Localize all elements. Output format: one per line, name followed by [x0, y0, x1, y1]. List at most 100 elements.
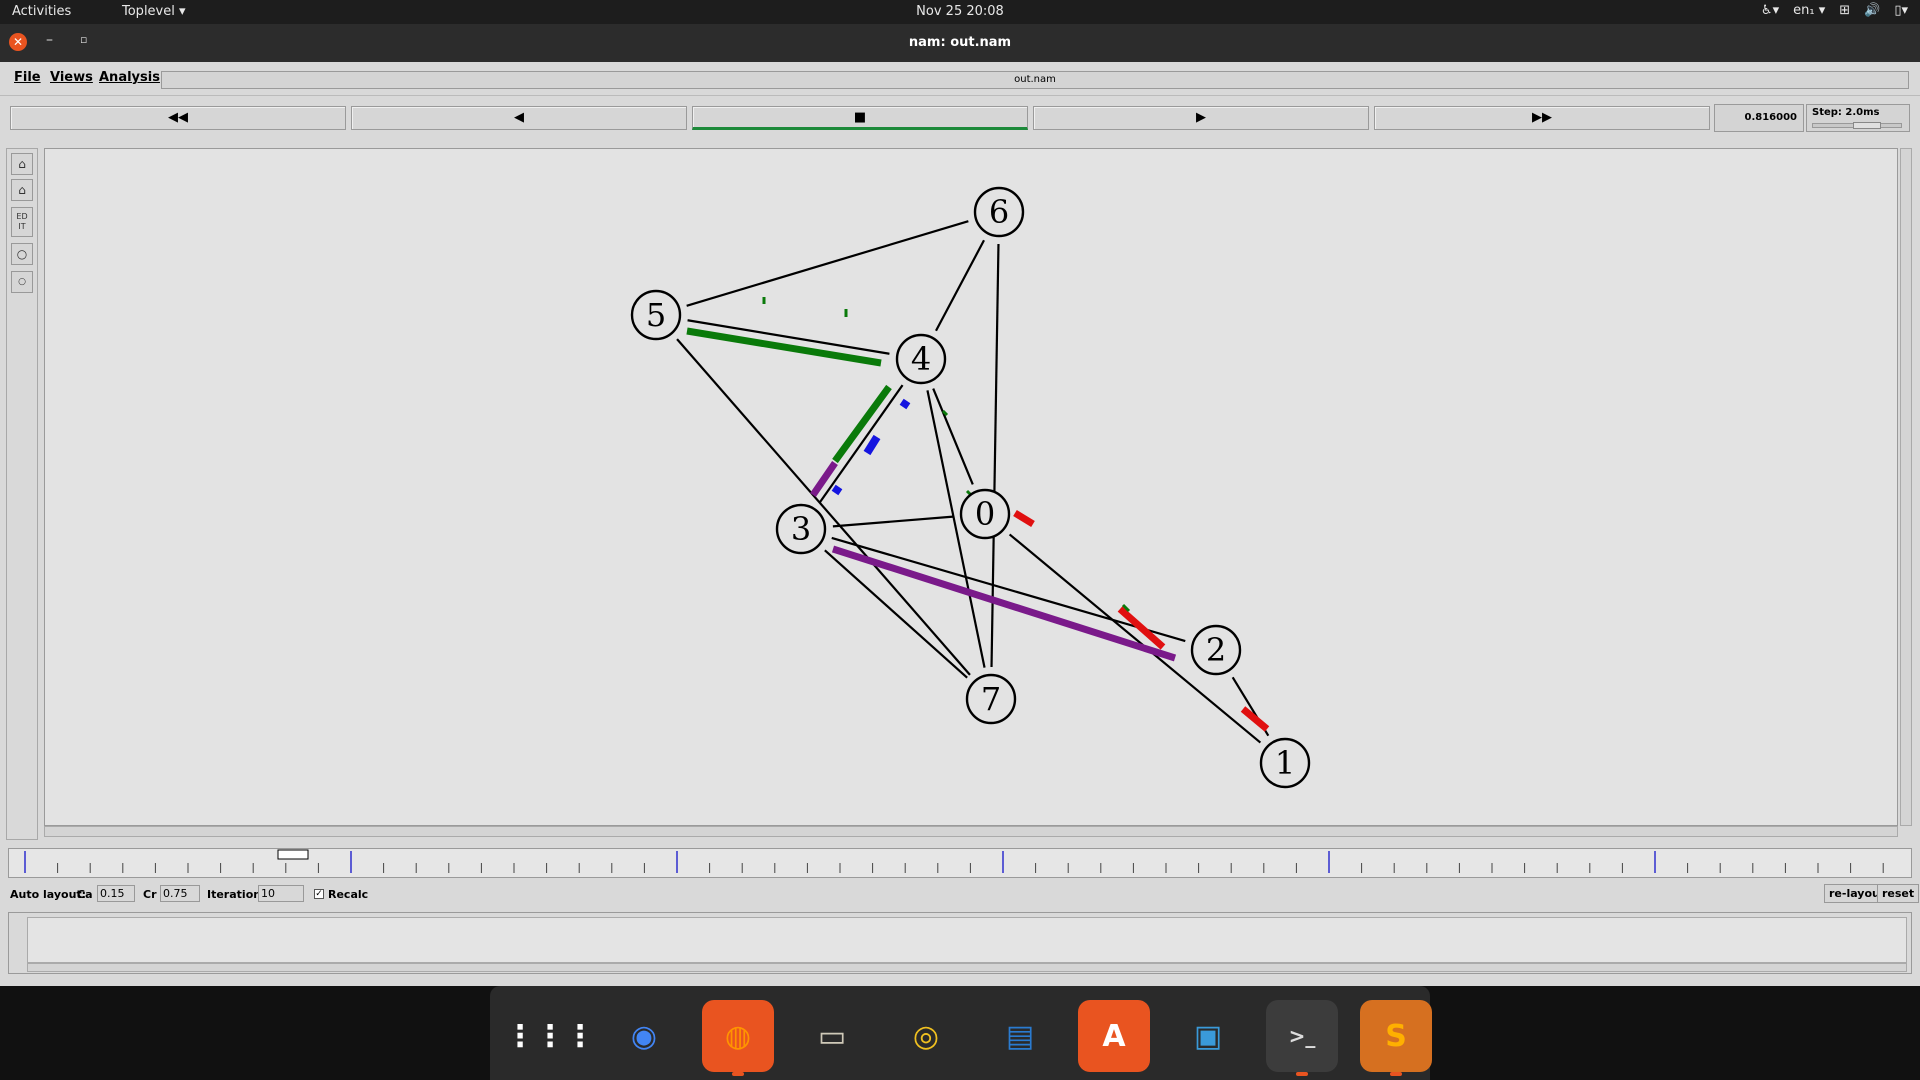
- step-control: Step: 2.0ms: [1806, 104, 1910, 132]
- network-canvas[interactable]: 0 1 2 3 4 5 6 7: [44, 148, 1898, 826]
- node-5[interactable]: 5: [630, 289, 682, 341]
- node-circle[interactable]: [775, 503, 827, 555]
- packet-flow-blue-4: [863, 434, 881, 456]
- zoom-out-icon[interactable]: ⌂: [11, 179, 33, 201]
- edit-button[interactable]: ED IT: [11, 207, 33, 237]
- step-label: Step: 2.0ms: [1812, 107, 1880, 118]
- timeline-slider[interactable]: [8, 848, 1912, 878]
- link-5-4[interactable]: [687, 319, 890, 355]
- step-slider[interactable]: [1812, 122, 1902, 129]
- activities-button[interactable]: Activities: [12, 4, 72, 19]
- dropped-packet-2: [941, 409, 949, 417]
- nodes[interactable]: 0 1 2 3 4 5 6 7: [630, 186, 1311, 789]
- recalc-label: Recalc: [328, 888, 369, 901]
- menu-bar: File Views Analysis out.nam: [0, 62, 1920, 96]
- top-bar: Activities Toplevel ▾ Nov 25 20:08 ♿▾ en…: [0, 0, 1920, 24]
- circle-large-icon[interactable]: ○: [11, 243, 33, 265]
- stop-button[interactable]: ■: [692, 106, 1028, 130]
- node-circle[interactable]: [973, 186, 1025, 238]
- network-graph[interactable]: 0 1 2 3 4 5 6 7: [45, 149, 1897, 825]
- link-3-2[interactable]: [831, 536, 1186, 643]
- node-circle[interactable]: [959, 488, 1011, 540]
- node-1[interactable]: 1: [1259, 737, 1311, 789]
- filename-display: out.nam: [161, 71, 1909, 89]
- step-slider-thumb[interactable]: [1853, 122, 1881, 129]
- menu-file[interactable]: File: [14, 70, 41, 85]
- node-circle[interactable]: [1259, 737, 1311, 789]
- play-button[interactable]: ▶: [1033, 106, 1369, 130]
- link-5-6[interactable]: [686, 220, 969, 307]
- link-6-4[interactable]: [935, 239, 985, 332]
- link-3-0[interactable]: [832, 515, 954, 528]
- step-back-button[interactable]: ◀: [351, 106, 687, 130]
- node-circle[interactable]: [630, 289, 682, 341]
- rhythmbox-icon: ◎: [912, 1018, 940, 1054]
- menu-analysis[interactable]: Analysis: [99, 70, 160, 85]
- close-button[interactable]: ✕: [9, 33, 27, 51]
- annotation-hscroll[interactable]: [27, 963, 1907, 972]
- circle-small-icon[interactable]: ○: [11, 271, 33, 293]
- link-5-7[interactable]: [676, 338, 971, 676]
- node-7[interactable]: 7: [965, 673, 1017, 725]
- link-4-3[interactable]: [818, 384, 904, 504]
- menu-views[interactable]: Views: [50, 70, 93, 85]
- cr-input[interactable]: [160, 885, 200, 902]
- dock-app-files[interactable]: ▭: [796, 1000, 868, 1072]
- packet-flow-purple-6: [831, 545, 1177, 662]
- node-circle[interactable]: [965, 673, 1017, 725]
- dock-app-sublime[interactable]: S: [1360, 1000, 1432, 1076]
- battery-icon[interactable]: ▯▾: [1894, 3, 1908, 18]
- system-tray[interactable]: ♿▾ en₁ ▾ ⊞ 🔊 ▯▾: [1761, 3, 1908, 18]
- node-label: 3: [791, 510, 811, 548]
- dock-app-writer[interactable]: ▤: [984, 1000, 1056, 1072]
- packet-flow-blue-3: [899, 398, 911, 410]
- sublime-icon: S: [1385, 1018, 1407, 1054]
- clock[interactable]: Nov 25 20:08: [916, 4, 1004, 19]
- horizontal-scrollbar[interactable]: [44, 826, 1898, 837]
- fast-forward-button[interactable]: ▶▶: [1374, 106, 1710, 130]
- vertical-scrollbar[interactable]: [1900, 148, 1912, 826]
- ca-input[interactable]: [97, 885, 135, 902]
- node-label: 5: [646, 296, 666, 334]
- link-0-1[interactable]: [1008, 533, 1262, 744]
- node-0[interactable]: 0: [959, 488, 1011, 540]
- timeline-ticks: [24, 849, 1884, 873]
- recalc-checkbox[interactable]: ✓: [314, 889, 324, 899]
- dock: ⋮⋮⋮ ◉ ◍ ▭ ◎ ▤ A ▣ >_ S: [490, 986, 1432, 1080]
- dock-app-software[interactable]: A: [1078, 1000, 1150, 1072]
- link-4-7[interactable]: [926, 390, 986, 668]
- node-6[interactable]: 6: [973, 186, 1025, 238]
- minimize-button[interactable]: –: [46, 32, 53, 48]
- network-icon[interactable]: ⊞: [1839, 3, 1851, 18]
- keyboard-layout[interactable]: en₁ ▾: [1793, 3, 1826, 18]
- dock-app-chrome[interactable]: ◉: [608, 1000, 680, 1072]
- toplevel-menu[interactable]: Toplevel ▾: [122, 4, 186, 19]
- packet-flow-red-8: [1117, 606, 1166, 650]
- dock-app-terminal[interactable]: >_: [1266, 1000, 1338, 1076]
- accessibility-icon[interactable]: ♿▾: [1760, 3, 1780, 18]
- dock-app-rhythmbox[interactable]: ◎: [890, 1000, 962, 1072]
- iterations-input[interactable]: [258, 885, 304, 902]
- node-circle[interactable]: [895, 333, 947, 385]
- annotation-panel: [8, 912, 1912, 974]
- volume-icon[interactable]: 🔊: [1864, 3, 1881, 18]
- zoom-in-icon[interactable]: ⌂: [11, 153, 33, 175]
- software-icon: A: [1102, 1018, 1126, 1054]
- maximize-button[interactable]: ▫: [80, 33, 88, 46]
- annotation-list[interactable]: [27, 917, 1907, 963]
- rewind-button[interactable]: ◀◀: [10, 106, 346, 130]
- reset-button[interactable]: reset: [1877, 884, 1920, 903]
- dock-app-show-apps[interactable]: ⋮⋮⋮: [505, 1000, 595, 1072]
- node-2[interactable]: 2: [1190, 624, 1242, 676]
- node-label: 0: [975, 495, 995, 533]
- node-circle[interactable]: [1190, 624, 1242, 676]
- packet-flow-green-0: [686, 327, 882, 367]
- dock-app-shotwell[interactable]: ▣: [1172, 1000, 1244, 1072]
- dock-app-firefox[interactable]: ◍: [702, 1000, 774, 1076]
- node-3[interactable]: 3: [775, 503, 827, 555]
- timeline-thumb[interactable]: [277, 849, 309, 860]
- node-4[interactable]: 4: [895, 333, 947, 385]
- link-4-0[interactable]: [932, 388, 974, 485]
- link-3-7[interactable]: [824, 549, 968, 679]
- writer-icon: ▤: [1005, 1018, 1035, 1054]
